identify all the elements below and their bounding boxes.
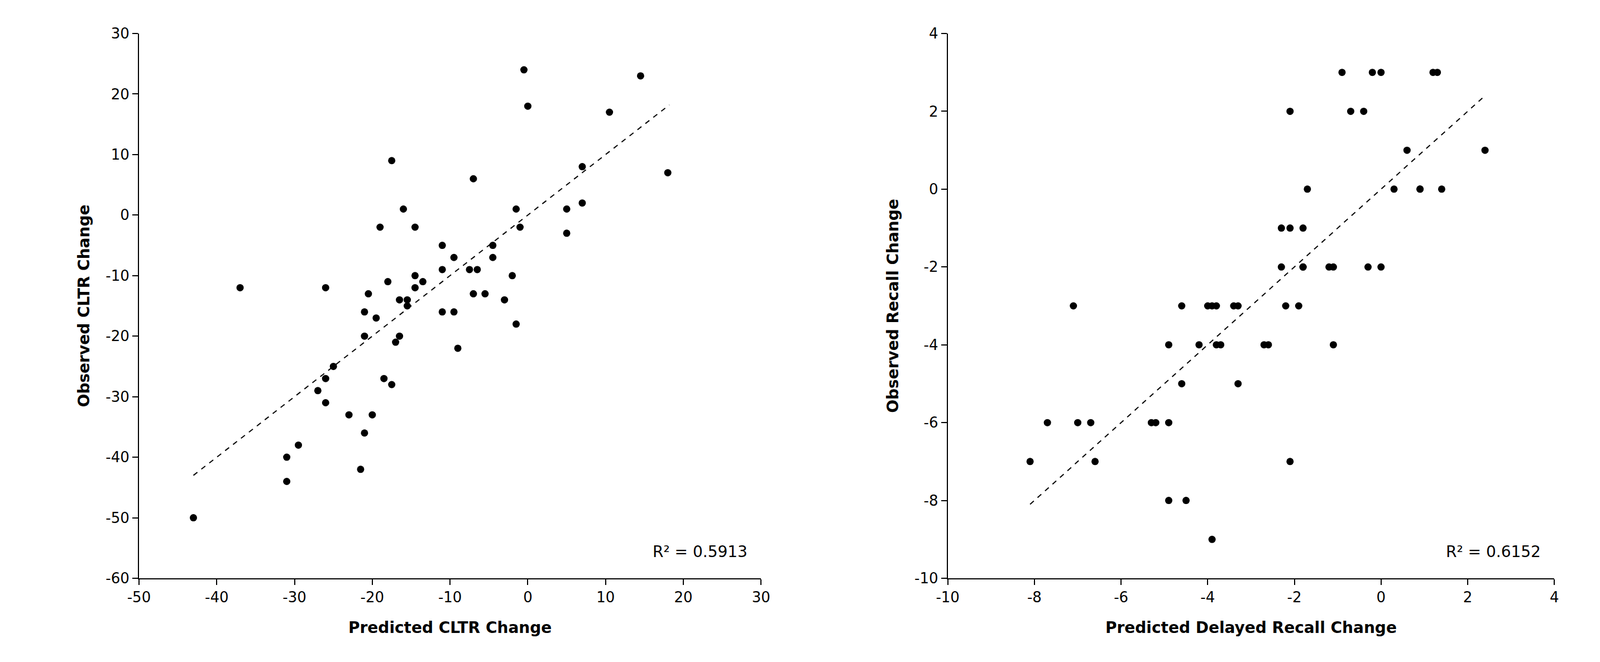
svg-text:0: 0 [1376,588,1386,606]
svg-text:-20: -20 [360,588,385,606]
svg-text:4: 4 [928,25,939,42]
svg-text:-60: -60 [105,569,129,587]
svg-text:10: 10 [596,588,615,606]
svg-text:-6: -6 [1113,588,1129,606]
svg-text:-40: -40 [204,588,229,606]
svg-text:2: 2 [928,103,939,121]
svg-text:-10: -10 [935,588,960,606]
svg-text:-30: -30 [282,588,306,606]
svg-text:-4: -4 [1200,588,1215,606]
svg-text:-50: -50 [127,588,151,606]
svg-text:10: 10 [111,146,130,164]
svg-text:20: 20 [111,85,130,103]
svg-text:-10: -10 [438,588,462,606]
svg-text:-4: -4 [923,336,939,354]
svg-text:-8: -8 [923,492,939,510]
svg-text:Predicted Delayed Recall Chang: Predicted Delayed Recall Change [1105,618,1397,637]
svg-text:-30: -30 [105,388,129,406]
svg-text:-50: -50 [105,509,129,527]
svg-text:Observed Recall Change: Observed Recall Change [883,198,903,414]
svg-text:0: 0 [523,588,533,606]
svg-text:-8: -8 [1027,588,1042,606]
svg-text:-20: -20 [105,327,129,345]
svg-text:-10: -10 [105,267,129,285]
svg-text:0: 0 [120,206,130,224]
svg-text:Predicted CLTR Change: Predicted CLTR Change [348,618,552,637]
svg-text:30: 30 [111,25,130,42]
svg-text:-6: -6 [923,414,939,431]
svg-text:-2: -2 [923,258,939,276]
svg-text:30: 30 [751,588,771,606]
svg-text:4: 4 [1549,588,1560,606]
svg-text:R² = 0.5913: R² = 0.5913 [652,542,748,562]
svg-text:R² = 0.6152: R² = 0.6152 [1445,542,1541,562]
svg-text:Observed CLTR Change: Observed CLTR Change [74,204,94,408]
svg-text:-10: -10 [914,569,938,587]
svg-text:20: 20 [674,588,693,606]
svg-text:-2: -2 [1287,588,1302,606]
svg-text:-40: -40 [105,448,129,466]
svg-text:2: 2 [1463,588,1473,606]
svg-text:0: 0 [928,180,939,198]
